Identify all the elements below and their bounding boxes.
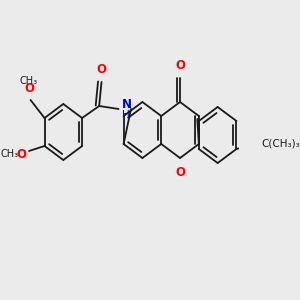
Text: O: O xyxy=(97,63,106,76)
Text: H: H xyxy=(122,110,129,120)
Text: C(CH₃)₃: C(CH₃)₃ xyxy=(261,139,300,149)
Text: O: O xyxy=(175,166,185,179)
Text: O: O xyxy=(17,148,27,160)
Text: O: O xyxy=(175,59,185,72)
Text: O: O xyxy=(24,82,34,95)
Text: N: N xyxy=(122,98,132,110)
Text: CH₃: CH₃ xyxy=(0,149,18,159)
Text: CH₃: CH₃ xyxy=(20,76,38,86)
